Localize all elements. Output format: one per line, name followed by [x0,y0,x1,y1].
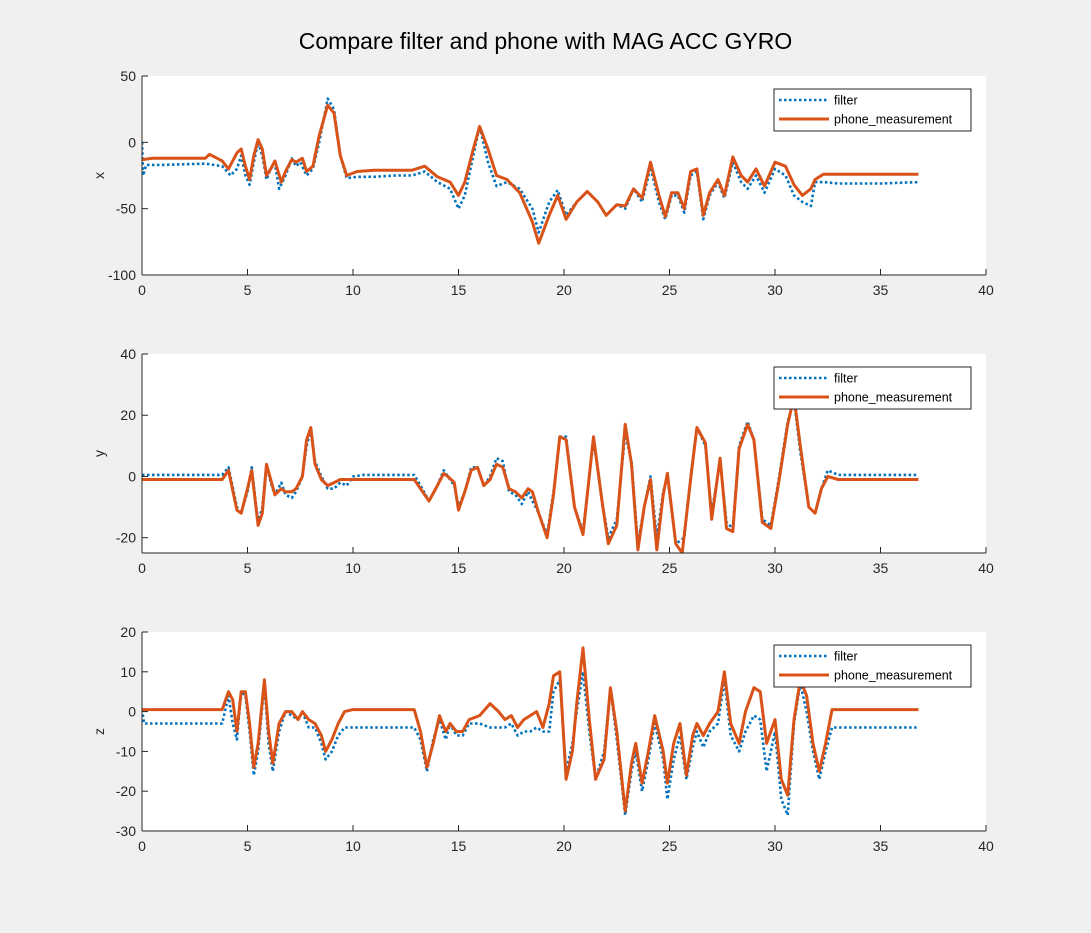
legend: filter phone_measurement [773,644,972,688]
x-tick-label: 20 [556,838,572,854]
legend-label-filter: filter [834,94,858,108]
x-tick-label: 35 [873,560,889,576]
legend-label-filter: filter [834,650,858,664]
x-tick-label: 35 [873,838,889,854]
x-tick-label: 15 [451,838,467,854]
chart-title: Compare filter and phone with MAG ACC GY… [298,28,793,54]
legend-label-phone_measurement: phone_measurement [834,391,953,405]
y-tick-label: -30 [116,823,136,839]
subplot-y: 0 5 10 15 20 25 30 35 40-2002040yfilterphone_mea… [91,346,994,576]
x-tick-label: 10 [345,282,361,298]
x-tick-label: 5 [244,838,252,854]
y-axis-label: y [91,450,107,457]
legend-label-phone_measurement: phone_measurement [834,113,953,127]
y-tick-label: 20 [120,624,136,640]
x-tick-label: 0 [138,560,146,576]
legend-label-filter: filter [834,372,858,386]
y-tick-label: -50 [116,201,136,217]
x-tick-label: 35 [873,282,889,298]
y-tick-label: 0 [128,134,136,150]
series-phone_measurement [142,395,919,553]
y-tick-label: 20 [120,407,136,423]
x-tick-label: 5 [244,560,252,576]
subplot-x: 0 5 10 15 20 25 30 35 40 -100 -50 0 50 x filter phone_m… [91,68,994,298]
legend-box [773,366,972,410]
series-filter [142,398,919,546]
y-tick-label: -10 [116,743,136,759]
y-axis-label: z [91,728,107,735]
x-tick-label: 5 [244,282,252,298]
y-tick-label: 40 [120,346,136,362]
x-tick-label: 10 [345,838,361,854]
y-axis-label: x [91,172,107,179]
legend-box [773,644,972,688]
x-tick-label: 0 [138,282,146,298]
y-tick-label: 0 [128,468,136,484]
x-tick-label: 40 [978,282,994,298]
x-tick-label: 30 [767,560,783,576]
y-tick-label: 10 [120,664,136,680]
y-tick-label: 0 [128,704,136,720]
x-tick-label: 25 [662,282,678,298]
x-tick-label: 20 [556,560,572,576]
x-tick-label: 20 [556,282,572,298]
subplot-z: 0 5 10 15 20 25 30 35 40 -30 -20 -10 0 10 20 z filter pho… [91,624,994,854]
x-tick-label: 40 [978,838,994,854]
legend-label-phone_measurement: phone_measurement [834,669,953,683]
x-tick-label: 25 [662,560,678,576]
x-tick-label: 30 [767,282,783,298]
y-tick-label: 50 [120,68,136,84]
x-tick-label: 10 [345,560,361,576]
x-tick-label: 15 [451,560,467,576]
y-tick-label: -20 [116,783,136,799]
x-tick-label: 0 [138,838,146,854]
series-phone_measurement [142,103,919,245]
x-tick-label: 40 [978,560,994,576]
series-phone_measurement [142,646,919,813]
y-tick-label: -100 [108,267,136,283]
legend: filter phone_measurement [773,88,972,132]
x-tick-label: 30 [767,838,783,854]
y-tick-label: -20 [116,530,136,546]
legend: filter phone_measurement [773,366,972,410]
x-tick-label: 15 [451,282,467,298]
legend-box [773,88,972,132]
series-filter [142,97,919,234]
x-tick-label: 25 [662,838,678,854]
